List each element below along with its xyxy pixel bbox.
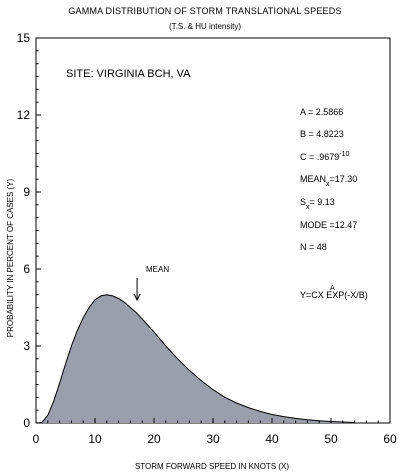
param-c-exponent: -10 xyxy=(339,151,349,158)
chart-subtitle: (T.S. & HU intensity) xyxy=(169,22,241,31)
x-tick-label: 30 xyxy=(206,432,220,446)
y-axis: 0 3 6 9 12 15 xyxy=(17,31,41,430)
param-b-value: 4.8223 xyxy=(316,129,344,139)
x-tick-label: 20 xyxy=(147,432,161,446)
param-a-value: 2.5866 xyxy=(316,107,344,117)
parameters-block: A = 2.5866 B = 4.8223 C = .9679-10 MEANx… xyxy=(300,107,368,300)
param-b-label: B = xyxy=(300,129,316,139)
param-mean: MEANx=17.30 xyxy=(300,174,357,188)
mean-arrow-head xyxy=(133,293,141,302)
param-n: N = 48 xyxy=(300,242,327,252)
param-formula-exponent: A xyxy=(330,285,335,292)
param-b: B = 4.8223 xyxy=(300,129,344,139)
param-mean-value: =17.30 xyxy=(330,174,358,184)
param-sx-subscript: x xyxy=(306,204,310,211)
param-a-label: A = xyxy=(300,107,316,117)
distribution-fill xyxy=(36,294,355,423)
x-tick-label: 50 xyxy=(324,432,338,446)
x-tick-label: 40 xyxy=(265,432,279,446)
param-c-label: C = xyxy=(300,152,317,162)
param-c-value: .9679 xyxy=(317,152,340,162)
y-tick-label: 12 xyxy=(17,108,31,122)
x-tick-label: 10 xyxy=(88,432,102,446)
y-tick-label: 3 xyxy=(23,339,30,353)
mean-label: MEAN xyxy=(146,265,169,274)
param-mean-label: MEAN xyxy=(300,174,326,184)
param-sx-label: S xyxy=(300,197,306,207)
param-c: C = .9679-10 xyxy=(300,151,350,162)
x-axis: 0 10 20 30 40 50 60 xyxy=(33,418,397,446)
chart-title: GAMMA DISTRIBUTION OF STORM TRANSLATIONA… xyxy=(68,6,341,16)
param-a: A = 2.5866 xyxy=(300,107,343,117)
x-axis-label: STORM FORWARD SPEED IN KNOTS (X) xyxy=(135,462,289,471)
y-tick-label: 6 xyxy=(23,262,30,276)
x-tick-label: 60 xyxy=(383,432,397,446)
y-tick-label: 15 xyxy=(17,31,31,45)
x-tick-label: 0 xyxy=(33,432,40,446)
site-label: SITE: VIRGINIA BCH, VA xyxy=(66,68,191,80)
param-mean-subscript: x xyxy=(326,181,330,188)
y-tick-label: 9 xyxy=(23,185,30,199)
param-sx: Sx= 9.13 xyxy=(300,197,335,211)
param-sx-value: = 9.13 xyxy=(310,197,335,207)
param-formula: Y=CX EXP(-X/B) xyxy=(300,290,368,300)
distribution-curve xyxy=(35,294,355,424)
y-axis-label: PROBABILITY IN PERCENT OF CASES (Y) xyxy=(6,178,15,337)
param-mode: MODE =12.47 xyxy=(300,220,357,230)
param-formula-text: Y=CX EXP(-X/B) xyxy=(300,290,368,300)
mean-annotation: MEAN xyxy=(133,265,169,302)
y-tick-label: 0 xyxy=(23,416,30,430)
distribution-area xyxy=(36,294,355,423)
